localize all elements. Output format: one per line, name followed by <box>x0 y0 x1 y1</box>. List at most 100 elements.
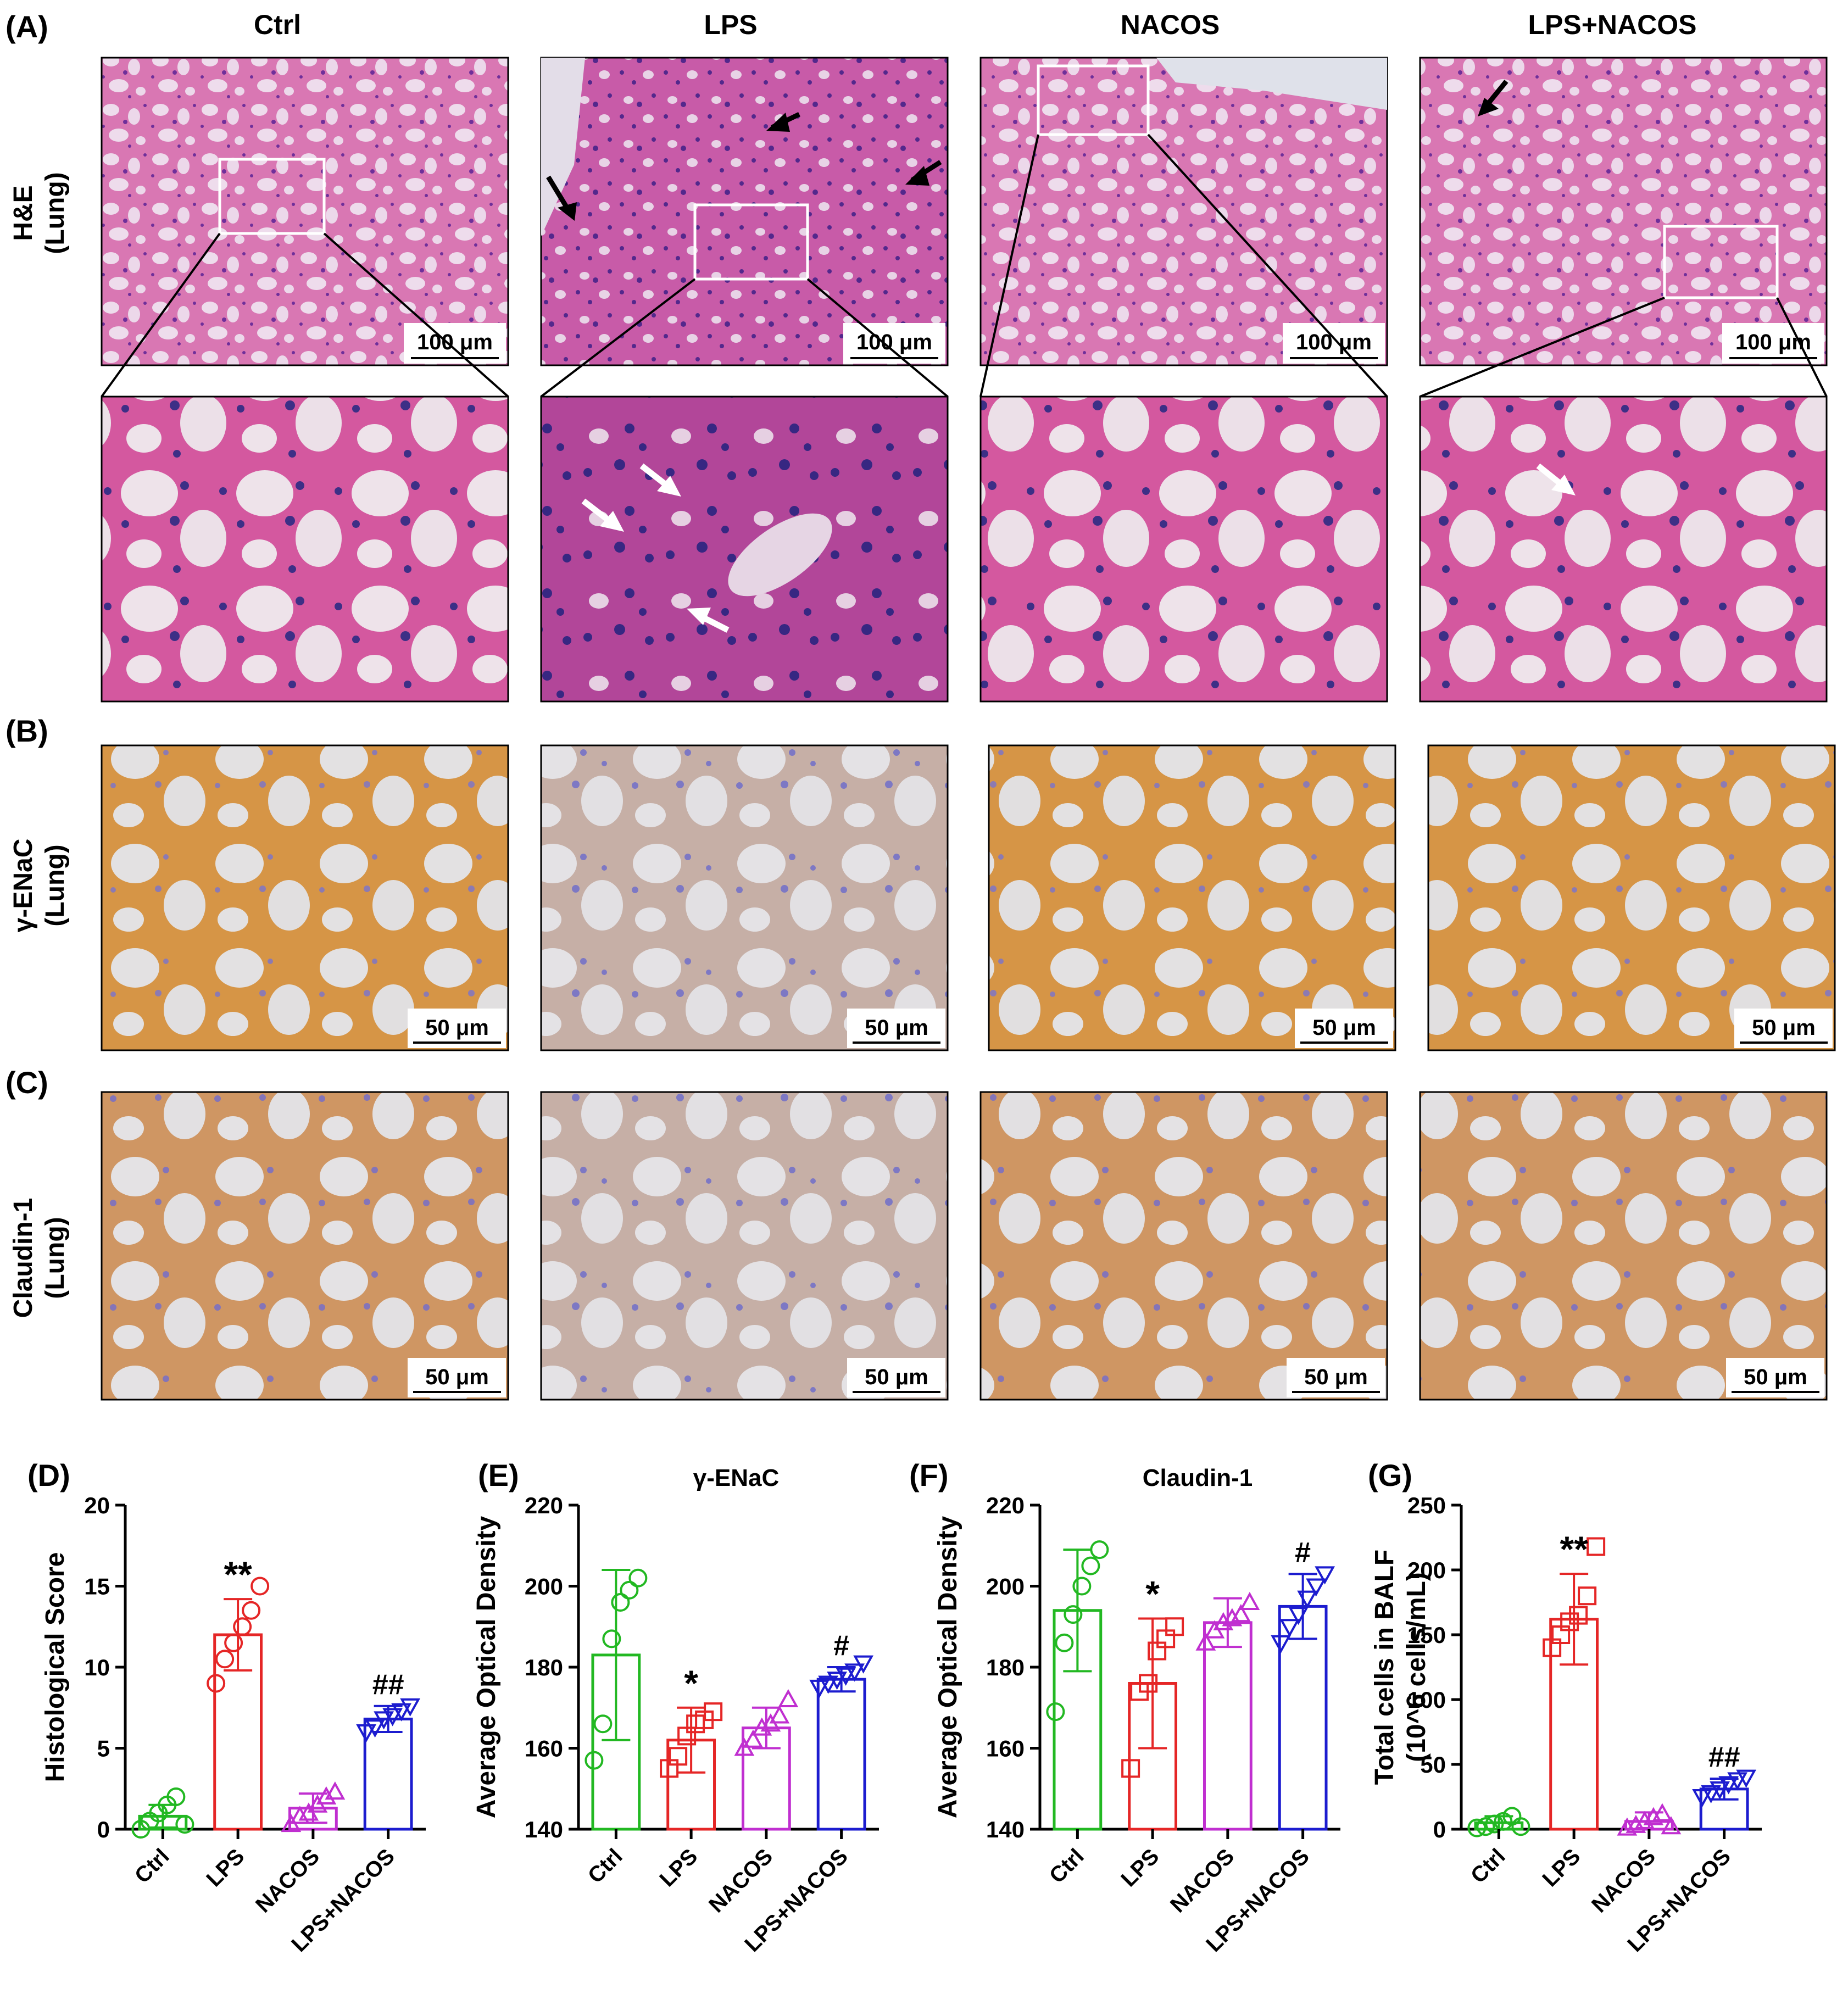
data-point <box>242 1601 261 1620</box>
data-point <box>224 1633 243 1652</box>
he-overview-ctrl: 100 μm <box>101 57 509 366</box>
column-header-lps: LPS <box>704 9 757 40</box>
enac-ctrl: 50 μm <box>101 744 509 1051</box>
data-point <box>316 1786 337 1804</box>
data-point <box>382 1708 403 1726</box>
data-point <box>1701 1785 1722 1804</box>
column-header-lps-nacos: LPS+NACOS <box>1528 9 1696 40</box>
black-arrow-icon <box>905 160 942 186</box>
data-point <box>818 1675 839 1694</box>
data-point <box>1046 1702 1065 1722</box>
data-point <box>391 1703 412 1722</box>
scalebar-label: 50 μm <box>1312 1016 1376 1040</box>
data-point <box>1634 1811 1655 1829</box>
row-label-claudin-line1: Claudin-1 <box>9 1198 38 1318</box>
zoom-box <box>218 158 326 235</box>
scalebar-label: 100 μm <box>1296 330 1372 354</box>
data-point <box>207 1674 226 1693</box>
y-axis-label: Histological Score <box>41 1552 70 1783</box>
scalebar-label: 50 μm <box>1304 1365 1368 1389</box>
data-point <box>175 1815 194 1834</box>
data-point <box>743 1729 764 1748</box>
data-point <box>1727 1772 1748 1791</box>
data-point <box>1064 1605 1083 1624</box>
he-zoom-lps <box>540 396 949 703</box>
data-point <box>1569 1606 1588 1625</box>
y-tick-label: 250 <box>1407 1492 1446 1518</box>
x-tick-label: LPS <box>1538 1844 1585 1891</box>
white-arrow-icon <box>1536 463 1576 495</box>
data-point <box>1279 1619 1300 1637</box>
data-point <box>365 1719 386 1738</box>
claudin-lps-nacos: 50 μm <box>1419 1091 1828 1401</box>
scalebar-label: 50 μm <box>1744 1365 1807 1389</box>
panel-label: (G) <box>1368 1458 1412 1492</box>
y-tick-label: 180 <box>986 1655 1025 1680</box>
x-tick-label: NACOS <box>1166 1844 1239 1917</box>
data-point <box>215 1650 235 1669</box>
he-zoom-ctrl <box>101 396 509 703</box>
white-arrow-icon <box>687 608 730 633</box>
y-tick-label: 5 <box>97 1736 110 1762</box>
x-tick-label: Ctrl <box>130 1844 174 1888</box>
y-tick-label: 100 <box>1407 1687 1446 1713</box>
data-point <box>778 1689 799 1707</box>
scalebar-label: 50 μm <box>865 1016 928 1040</box>
panel-label-c: (C) <box>5 1065 48 1100</box>
panel-label: (E) <box>478 1458 519 1492</box>
data-point <box>620 1580 639 1600</box>
data-point <box>611 1593 630 1612</box>
claudin-lps: 50 μm <box>540 1091 949 1401</box>
row-label-enac: γ-ENaC (Lung) <box>9 839 70 933</box>
panel-label-b: (B) <box>5 714 48 748</box>
data-point <box>704 1702 723 1722</box>
chart-e: (E) γ-ENaC 140 160 180 200 220 Average Optical … <box>472 1458 879 1957</box>
data-point <box>1222 1608 1243 1627</box>
data-point <box>1139 1674 1158 1693</box>
y-axis-label: Average Optical Density <box>472 1516 501 1818</box>
white-arrow-icon <box>639 463 681 497</box>
data-point <box>1578 1586 1597 1606</box>
data-point <box>1467 1818 1487 1837</box>
row-label-he: H&E (Lung) <box>9 172 70 254</box>
panel-label: (F) <box>909 1458 949 1492</box>
data-point <box>1195 1632 1216 1651</box>
data-point <box>669 1747 688 1766</box>
x-tick-label: LPS <box>202 1844 249 1891</box>
y-axis-label: Total cells in BALF <box>1370 1550 1399 1785</box>
claudin-nacos: 50 μm <box>979 1091 1388 1401</box>
chart-d: (D) 0 5 10 15 20 Histological Score Ctrl ** LPS NA… <box>27 1458 426 1957</box>
significance-label: # <box>1295 1536 1311 1568</box>
zoom-box <box>693 203 809 281</box>
y-axis-label-unit: (10^6 cells/mL) <box>1402 1572 1431 1762</box>
data-point <box>400 1698 421 1717</box>
enac-nacos: 50 μm <box>988 744 1396 1051</box>
significance-label: * <box>1145 1574 1160 1614</box>
x-tick-label: NACOS <box>1587 1844 1660 1917</box>
data-point <box>1090 1540 1109 1559</box>
significance-label: # <box>833 1630 849 1662</box>
y-tick-label: 0 <box>1433 1817 1446 1842</box>
he-zoom-lps-nacos <box>1419 396 1828 703</box>
row-label-enac-line1: γ-ENaC <box>9 839 38 933</box>
x-tick-label: NACOS <box>251 1844 324 1917</box>
enac-lps: 50 μm <box>540 744 949 1051</box>
data-point <box>251 1577 270 1596</box>
y-tick-label: 220 <box>986 1492 1025 1518</box>
bar <box>1203 1621 1253 1831</box>
data-point <box>628 1568 648 1588</box>
data-point <box>585 1751 604 1770</box>
panel-label: (D) <box>27 1458 70 1492</box>
row-label-claudin-line2: (Lung) <box>41 1217 70 1299</box>
data-point <box>325 1781 346 1800</box>
y-tick-label: 180 <box>525 1655 563 1680</box>
scalebar-box <box>843 323 945 364</box>
data-point <box>233 1617 252 1636</box>
data-point <box>1239 1591 1260 1610</box>
scalebar-box <box>1283 323 1385 364</box>
data-point <box>356 1724 377 1743</box>
data-point <box>1306 1578 1327 1597</box>
data-point <box>844 1663 865 1682</box>
data-point <box>1055 1633 1074 1652</box>
scalebar-label: 100 μm <box>856 330 932 354</box>
